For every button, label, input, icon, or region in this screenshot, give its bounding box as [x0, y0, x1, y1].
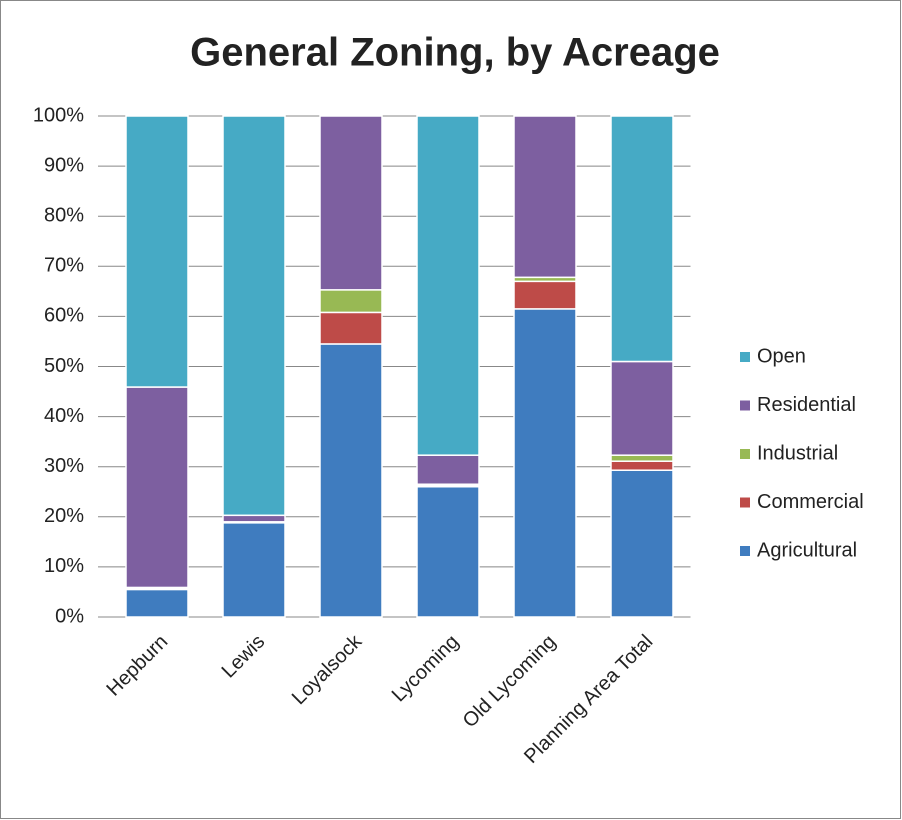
legend-swatch	[740, 449, 750, 459]
legend-label: Agricultural	[757, 539, 857, 561]
bar-segment	[610, 469, 674, 618]
bar-segment	[125, 386, 189, 589]
bar-segment	[319, 311, 383, 345]
bar-segment	[610, 460, 674, 471]
legend-swatch	[740, 546, 750, 556]
bar-segment	[610, 115, 674, 363]
y-tick-label: 100%	[33, 104, 84, 126]
bar-segment	[513, 308, 577, 618]
legend-label: Residential	[757, 394, 856, 416]
y-tick-label: 80%	[44, 204, 84, 226]
bar-segment	[319, 115, 383, 291]
y-tick-label: 70%	[44, 255, 84, 277]
bar-segment	[513, 280, 577, 310]
y-tick-label: 20%	[44, 505, 84, 527]
legend-label: Open	[757, 345, 806, 367]
bar-segment	[222, 522, 286, 618]
legend-swatch	[740, 497, 750, 508]
bar-segment	[513, 115, 577, 279]
y-tick-label: 60%	[44, 305, 84, 327]
y-tick-label: 10%	[44, 555, 84, 577]
bar-segment	[416, 485, 480, 618]
bar-segment	[222, 514, 286, 523]
legend-swatch	[740, 352, 750, 362]
y-tick-label: 50%	[44, 355, 84, 377]
legend-swatch	[740, 400, 750, 411]
bar-segment	[416, 115, 480, 456]
y-tick-label: 90%	[44, 154, 84, 176]
bar-segment	[610, 454, 674, 462]
bar-segment	[319, 289, 383, 314]
bar-segment	[125, 588, 189, 618]
y-tick-label: 30%	[44, 455, 84, 477]
y-tick-label: 40%	[44, 405, 84, 427]
bar-segment	[610, 360, 674, 456]
legend-label: Commercial	[757, 491, 864, 513]
y-tick-label: 0%	[55, 605, 84, 627]
bar-segment	[416, 454, 480, 485]
chart-title: General Zoning, by Acreage	[190, 31, 720, 75]
bar-segment	[125, 115, 189, 388]
bar-segment	[222, 115, 286, 517]
legend-label: Industrial	[757, 442, 838, 464]
bar-segment	[319, 343, 383, 618]
